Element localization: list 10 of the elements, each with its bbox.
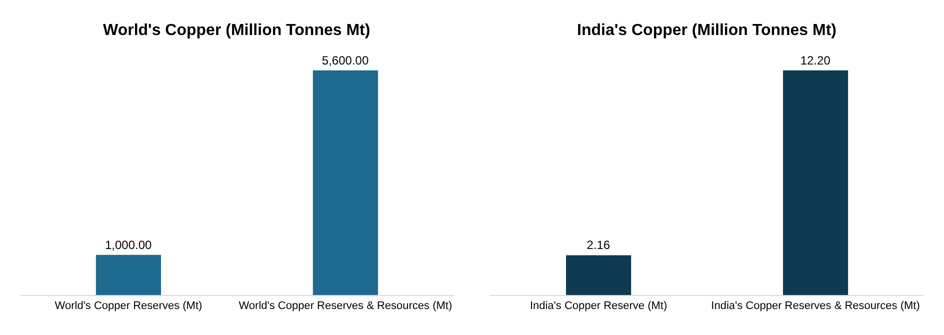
- x-tick-label: World's Copper Reserves (Mt): [54, 300, 202, 312]
- data-label: 12.20: [800, 53, 831, 68]
- x-tick-label: India's Copper Reserves & Resources (Mt): [711, 300, 920, 312]
- data-label: 5,600.00: [322, 53, 369, 68]
- chart-title: World's Copper (Million Tonnes Mt): [103, 22, 370, 39]
- data-label: 1,000.00: [104, 238, 152, 252]
- data-label: 2.16: [586, 238, 610, 252]
- x-tick-label: India's Copper Reserve (Mt): [530, 300, 668, 312]
- x-tick-label: World's Copper Reserves & Resources (Mt): [238, 300, 452, 312]
- chart-title: India's Copper (Million Tonnes Mt): [577, 22, 836, 39]
